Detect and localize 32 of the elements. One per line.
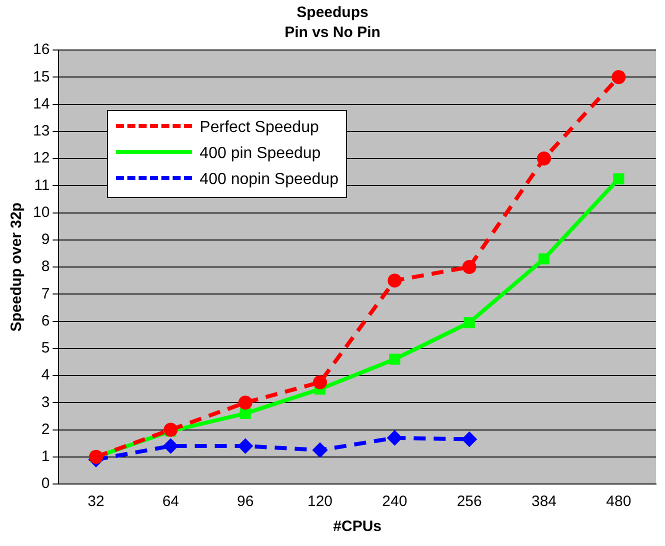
x-tick-label: 120 — [307, 493, 333, 510]
legend-label: 400 nopin Speedup — [200, 171, 338, 189]
x-tick-label: 256 — [456, 493, 482, 510]
legend-label: 400 pin Speedup — [200, 145, 321, 163]
y-tick-label: 15 — [32, 68, 50, 86]
chart-title: Speedups — [296, 4, 368, 22]
x-tick-label: 240 — [382, 493, 408, 510]
y-tick-label: 10 — [32, 204, 50, 221]
y-axis-title: Speedup over 32p — [8, 202, 26, 332]
y-tick-label: 9 — [41, 231, 50, 248]
y-tick-label: 2 — [41, 420, 50, 438]
y-tick-label: 7 — [41, 285, 50, 302]
y-tick-label: 14 — [32, 95, 50, 112]
y-tick-label: 12 — [32, 150, 50, 167]
y-tick-label: 8 — [41, 258, 50, 276]
x-tick-label: 64 — [162, 493, 180, 510]
y-tick-label: 4 — [41, 366, 50, 384]
y-tick-label: 6 — [41, 312, 50, 330]
y-tick-label: 3 — [41, 394, 50, 411]
x-tick-label: 480 — [606, 493, 632, 510]
chart-subtitle: Pin vs No Pin — [284, 24, 380, 42]
x-tick-label: 96 — [237, 493, 254, 510]
y-tick-label: 13 — [32, 122, 50, 140]
y-tick-label: 5 — [41, 340, 50, 357]
y-tick-label: 16 — [32, 41, 50, 58]
legend-label: Perfect Speedup — [200, 119, 319, 137]
x-tick-label: 32 — [88, 493, 104, 510]
x-axis-title: #CPUs — [333, 518, 382, 536]
y-tick-label: 0 — [41, 475, 50, 492]
y-tick-label: 1 — [41, 448, 50, 466]
y-tick-label: 11 — [34, 176, 50, 194]
x-tick-label: 384 — [531, 493, 557, 510]
